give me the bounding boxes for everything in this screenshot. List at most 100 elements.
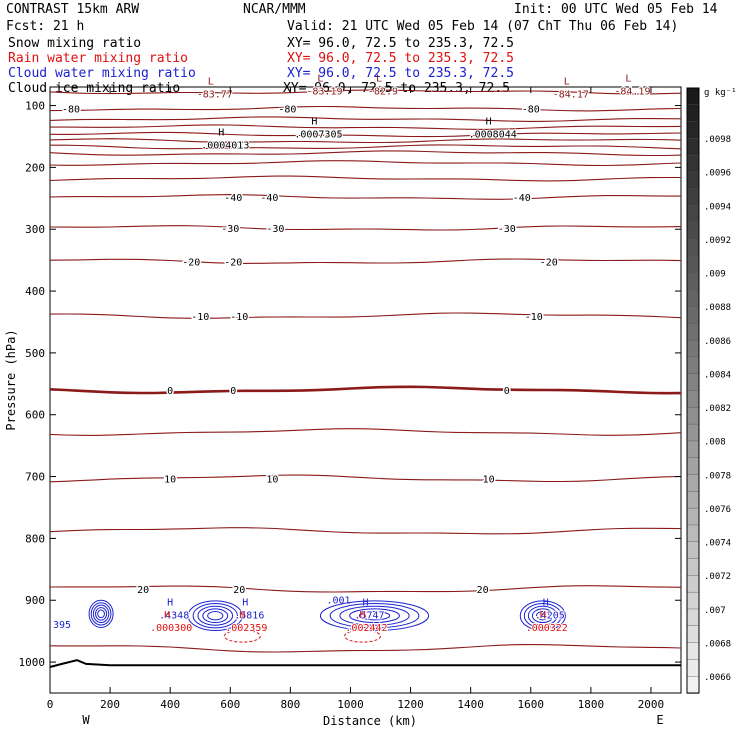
temperature-contour-line	[49, 138, 682, 144]
x-tick-label: 200	[100, 698, 120, 711]
x-tick-label: 1600	[518, 698, 545, 711]
cloud-water-contour	[319, 600, 430, 632]
cloud-water-contour	[92, 604, 110, 624]
temperature-contour-label: -80	[522, 105, 540, 116]
colorbar-tick-label: .0078	[704, 471, 731, 481]
colorbar-tick-label: .0074	[704, 539, 731, 549]
colorbar-segment	[686, 272, 700, 291]
cloud-water-contour	[531, 608, 554, 624]
y-tick-label: 100	[25, 100, 45, 113]
colorbar-segment	[686, 659, 700, 677]
temperature-contour-line	[49, 194, 681, 200]
extremum-value: .002442	[345, 623, 387, 634]
colorbar-segment	[686, 205, 700, 224]
field-name-rain: Rain water mixing ratio	[8, 51, 188, 66]
x-tick-label: 1800	[578, 698, 605, 711]
temperature-contour-line	[49, 428, 682, 436]
temperature-contour-line	[49, 160, 682, 167]
colorbar-segment	[686, 642, 700, 661]
temperature-contour-label: -40	[513, 193, 531, 204]
colorbar-segment	[686, 138, 700, 156]
temperature-contour-line	[50, 144, 682, 150]
terrain-line	[49, 659, 681, 668]
x-axis: 0 200 400 600 800 1000 1200 1400 1600 1800 2000	[47, 87, 664, 711]
temperature-contour-label: -30	[266, 224, 284, 235]
y-tick-label: 1000	[19, 656, 46, 669]
colorbar-segment	[686, 625, 700, 644]
extremum-value: .0007305	[294, 130, 342, 141]
colorbar-tick-label: .0072	[704, 572, 731, 582]
field-name-snow: Snow mixing ratio	[8, 36, 141, 51]
colorbar-segment	[686, 171, 700, 190]
x-tick-label: 1000	[337, 698, 364, 711]
field-xy-snow: XY= 96.0, 72.5 to 235.3, 72.5	[287, 36, 514, 51]
endpoint-west: W	[82, 713, 90, 727]
colorbar-segment	[686, 121, 700, 140]
temperature-contour-label: 0	[167, 386, 173, 397]
temperature-contour-label: 0	[504, 386, 510, 397]
colorbar-segment	[686, 356, 700, 375]
colorbar-tick-label: .0096	[704, 169, 731, 179]
extremum-marker: L	[376, 73, 382, 84]
temperature-contour-label: 10	[483, 474, 495, 485]
y-tick-label: 500	[25, 347, 45, 360]
field-xy-cloud-ice: XY= 96.0, 72.5 to 235.3, 72.5	[283, 81, 510, 96]
y-tick-label: 300	[25, 223, 45, 236]
plot-area: -80 -80 -80 -40 -40 -40 -30 -30 -30 -20 -20 -20 -10 -…	[49, 73, 682, 694]
temperature-contour-label: -10	[230, 312, 248, 323]
temperature-contour-line	[49, 385, 682, 395]
extremum-marker: H	[362, 598, 368, 609]
colorbar-segment	[686, 306, 700, 324]
extremum-marker: H	[540, 610, 546, 621]
colorbar-segment	[686, 457, 700, 476]
colorbar-tick-label: .0092	[704, 236, 731, 246]
y-axis-label: Pressure (hPa)	[4, 329, 18, 430]
endpoint-east: E	[656, 713, 663, 727]
extremum-marker: H	[218, 128, 224, 139]
temperature-contour-label: -20	[182, 257, 200, 268]
y-tick-label: 700	[25, 471, 45, 484]
temperature-contour-label: 10	[164, 474, 176, 485]
extremum-marker: H	[359, 610, 365, 621]
colorbar-segment	[686, 558, 700, 577]
colorbar-segment	[686, 87, 700, 106]
temperature-contour-line	[49, 150, 682, 157]
extremum-marker: L	[625, 73, 631, 84]
cloud-water-contour	[329, 603, 420, 629]
colorbar-segment	[686, 524, 700, 543]
y-tick-label: 200	[25, 161, 45, 174]
extremum-marker: H	[242, 598, 248, 609]
colorbar-tick-label: .0086	[704, 337, 731, 347]
cloud-water-contour	[202, 608, 229, 624]
extremum-value: -83.19	[306, 86, 342, 97]
colorbar-tick-label: .008	[704, 438, 726, 448]
temperature-contour-label: -20	[540, 257, 558, 268]
colorbar-segment	[686, 222, 700, 240]
valid-time: Valid: 21 UTC Wed 05 Feb 14 (07 ChT Thu …	[287, 19, 678, 34]
cloud-water-contour	[97, 609, 105, 619]
temperature-contour-line	[49, 258, 682, 264]
colorbar-segment	[686, 407, 700, 425]
x-tick-label: 0	[47, 698, 54, 711]
temperature-contour-line	[49, 585, 682, 593]
colorbar-segment	[686, 491, 700, 509]
temperature-contour-label: -10	[191, 312, 209, 323]
colorbar-segment	[686, 373, 700, 392]
cloud-water-contour	[88, 599, 114, 628]
contour-label: 395	[53, 620, 71, 631]
colorbar-tick-label: .0098	[704, 135, 731, 145]
colorbar-frame	[686, 87, 700, 694]
cloud-water-contour	[519, 600, 566, 632]
colorbar-tick-label: .009	[704, 270, 726, 280]
colorbar-segment	[686, 239, 700, 257]
cloud-water-contour	[535, 611, 550, 621]
forecast-hour: Fcst: 21 h	[6, 19, 84, 34]
extremum-value: -82.9	[368, 86, 398, 97]
temperature-contour-line	[49, 527, 682, 535]
temperature-contour-line	[49, 116, 682, 122]
extremum-value: -84.17	[553, 89, 589, 100]
colorbar-segment	[686, 289, 700, 308]
extremum-value: .4205	[535, 611, 565, 622]
model-title: CONTRAST 15km ARW	[6, 2, 139, 17]
temperature-contour-label: 0	[230, 386, 236, 397]
